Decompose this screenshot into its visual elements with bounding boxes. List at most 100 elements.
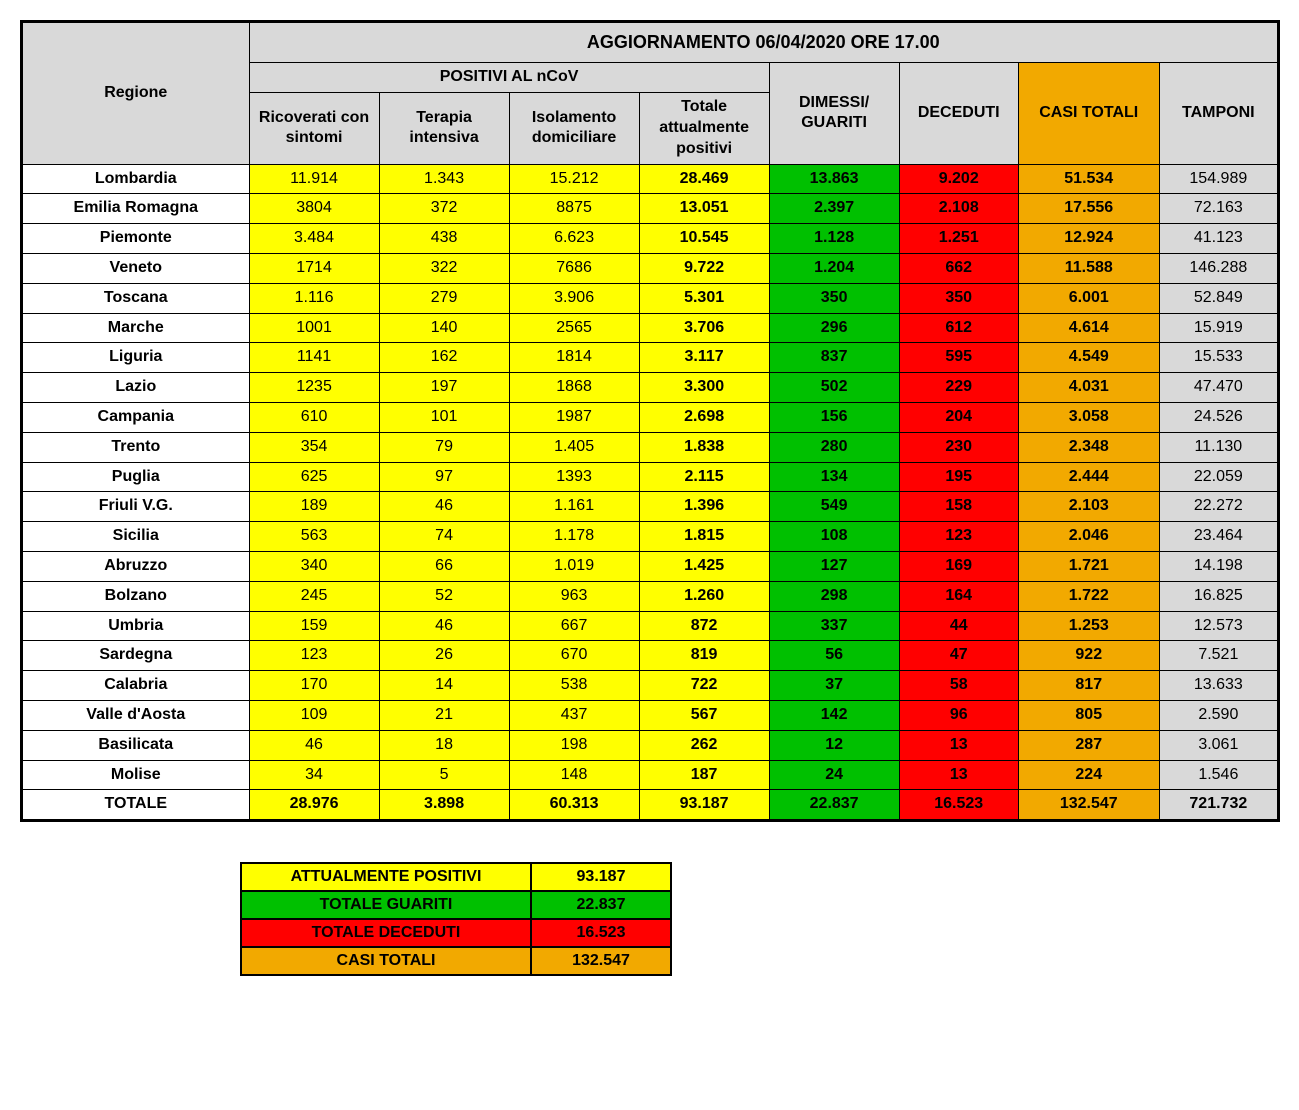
cell-dim: 837 [769,343,899,373]
cell-dim: 56 [769,641,899,671]
cell-ter: 162 [379,343,509,373]
cell-tot: 1.425 [639,551,769,581]
cell-iso: 963 [509,581,639,611]
cell-dim: 1.128 [769,224,899,254]
cell-ric: 109 [249,700,379,730]
cell-reg: Trento [22,432,250,462]
header-ricoverati: Ricoverati con sintomi [249,93,379,164]
cell-cas: 2.444 [1018,462,1159,492]
cell-reg: Toscana [22,283,250,313]
cell-ter: 18 [379,730,509,760]
cell-dec: 1.251 [899,224,1018,254]
cell-tot: 567 [639,700,769,730]
table-row: Liguria114116218143.1178375954.54915.533 [22,343,1279,373]
cell-dim: 2.397 [769,194,899,224]
cell-tam: 72.163 [1159,194,1278,224]
cell-reg: Puglia [22,462,250,492]
cell-cas: 6.001 [1018,283,1159,313]
summary-value: 16.523 [531,919,671,947]
cell-cas: 922 [1018,641,1159,671]
cell-iso: 148 [509,760,639,790]
cell-tam: 14.198 [1159,551,1278,581]
table-row: Sicilia563741.1781.8151081232.04623.464 [22,522,1279,552]
cell-tam: 15.919 [1159,313,1278,343]
cell-tot: 28.469 [639,164,769,194]
cell-dec: 595 [899,343,1018,373]
cell-ric: 3804 [249,194,379,224]
summary-label: TOTALE GUARITI [241,891,531,919]
cell-ric: 1001 [249,313,379,343]
cell-tot: 187 [639,760,769,790]
cell-tot: 13.051 [639,194,769,224]
cell-tam: 22.059 [1159,462,1278,492]
header-terapia: Terapia intensiva [379,93,509,164]
cell-dim: 1.204 [769,253,899,283]
cell-tam: 52.849 [1159,283,1278,313]
cell-tam: 15.533 [1159,343,1278,373]
cell-tam: 12.573 [1159,611,1278,641]
table-body: Lombardia11.9141.34315.21228.46913.8639.… [22,164,1279,821]
cell-tam: 41.123 [1159,224,1278,254]
cell-tot: 262 [639,730,769,760]
header-tamponi: TAMPONI [1159,63,1278,164]
cell-tot: 3.300 [639,373,769,403]
table-row: Marche100114025653.7062966124.61415.919 [22,313,1279,343]
cell-dim: 134 [769,462,899,492]
cell-reg: Piemonte [22,224,250,254]
table-row: Sardegna1232667081956479227.521 [22,641,1279,671]
cell-tam: 13.633 [1159,671,1278,701]
cell-cas: 12.924 [1018,224,1159,254]
cell-ric: 563 [249,522,379,552]
cell-tot: 819 [639,641,769,671]
table-row: Bolzano245529631.2602981641.72216.825 [22,581,1279,611]
table-row: Toscana1.1162793.9065.3013503506.00152.8… [22,283,1279,313]
cell-dec: 47 [899,641,1018,671]
cell-dim: 24 [769,760,899,790]
cell-ter: 74 [379,522,509,552]
cell-iso: 7686 [509,253,639,283]
cell-dec: 662 [899,253,1018,283]
cell-ric: 34 [249,760,379,790]
summary-value: 132.547 [531,947,671,975]
cell-tot: 722 [639,671,769,701]
cell-dec: 96 [899,700,1018,730]
total-iso: 60.313 [509,790,639,821]
total-ric: 28.976 [249,790,379,821]
cell-dec: 13 [899,760,1018,790]
table-row: Piemonte3.4844386.62310.5451.1281.25112.… [22,224,1279,254]
total-reg: TOTALE [22,790,250,821]
summary-row: TOTALE GUARITI22.837 [241,891,671,919]
cell-tot: 872 [639,611,769,641]
cell-reg: Veneto [22,253,250,283]
cell-reg: Umbria [22,611,250,641]
cell-iso: 1.405 [509,432,639,462]
cell-ter: 66 [379,551,509,581]
cell-iso: 667 [509,611,639,641]
cell-ric: 340 [249,551,379,581]
cell-ric: 46 [249,730,379,760]
cell-dec: 158 [899,492,1018,522]
summary-label: ATTUALMENTE POSITIVI [241,863,531,891]
cell-dim: 156 [769,402,899,432]
cell-dim: 13.863 [769,164,899,194]
header-positivi-group: POSITIVI AL nCoV [249,63,769,93]
table-row: Emilia Romagna3804372887513.0512.3972.10… [22,194,1279,224]
table-row: Calabria17014538722375881713.633 [22,671,1279,701]
cell-ric: 1141 [249,343,379,373]
table-row: Friuli V.G.189461.1611.3965491582.10322.… [22,492,1279,522]
cell-cas: 51.534 [1018,164,1159,194]
table-row: Abruzzo340661.0191.4251271691.72114.198 [22,551,1279,581]
cell-dim: 298 [769,581,899,611]
header-isolamento: Isolamento domiciliare [509,93,639,164]
cell-ric: 1235 [249,373,379,403]
covid-region-table: Regione AGGIORNAMENTO 06/04/2020 ORE 17.… [20,20,1280,822]
cell-dim: 296 [769,313,899,343]
table-row: Lazio123519718683.3005022294.03147.470 [22,373,1279,403]
cell-ric: 189 [249,492,379,522]
table-row: Basilicata461819826212132873.061 [22,730,1279,760]
cell-cas: 817 [1018,671,1159,701]
cell-cas: 1.722 [1018,581,1159,611]
cell-cas: 287 [1018,730,1159,760]
cell-dec: 169 [899,551,1018,581]
cell-cas: 1.253 [1018,611,1159,641]
